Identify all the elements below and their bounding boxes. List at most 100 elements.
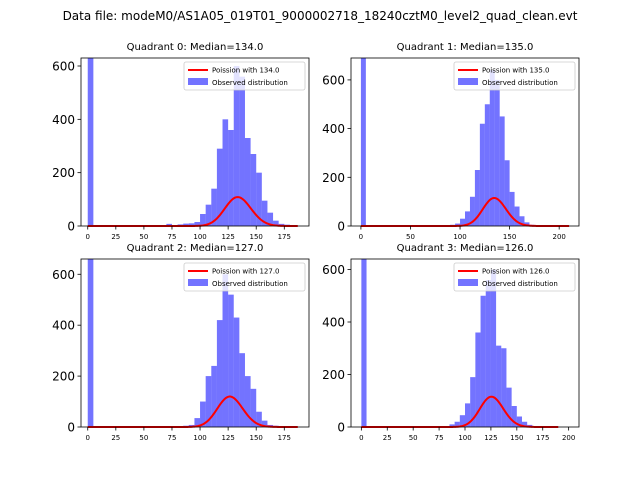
histogram-bar [496, 345, 502, 428]
histogram-bar [256, 172, 262, 226]
legend-poisson-label: Poission with 127.0 [212, 268, 280, 276]
histogram-bar [449, 424, 455, 428]
x-tick-label: 200 [552, 233, 565, 241]
histogram-bar [267, 212, 274, 226]
histogram-bar [166, 223, 172, 226]
histogram-bar [465, 403, 471, 428]
histogram-bar [475, 332, 481, 427]
histogram-bar [519, 216, 525, 226]
histogram-bar [516, 416, 522, 427]
subplot-quadrant-0: 0 25 50 75 100 125 150 175 0 200 400 600 Quadrant 0:… [52, 42, 310, 241]
histogram-bar [484, 104, 490, 226]
x-tick-label: 50 [139, 434, 148, 442]
histogram-bar [485, 280, 491, 427]
histogram-bar [256, 411, 262, 427]
y-tick-label: 600 [52, 268, 75, 282]
histogram-bar [273, 220, 279, 226]
histogram-bar [360, 58, 366, 226]
x-tick-label: 25 [383, 434, 392, 442]
subplot-title: Quadrant 0: Median=134.0 [127, 42, 264, 53]
histogram-bar [479, 123, 485, 226]
x-tick-label: 25 [111, 434, 120, 442]
x-tick-label: 0 [86, 233, 90, 241]
histogram-bar [222, 119, 229, 226]
y-tick-label: 200 [52, 166, 75, 180]
y-tick-label: 200 [52, 370, 75, 384]
histogram-bar [490, 269, 497, 427]
legend-hist-label: Observed distribution [482, 280, 558, 288]
histogram-bar [514, 206, 520, 226]
histogram-bar [228, 130, 234, 226]
x-tick-label: 175 [536, 434, 549, 442]
histogram-bar [205, 204, 212, 226]
legend-box [183, 262, 306, 292]
legend: Poission with 135.0 Observed distribution [453, 61, 576, 91]
axes-frame [350, 57, 580, 227]
legend-poisson-label: Poission with 126.0 [482, 268, 550, 276]
histogram-bar [460, 218, 465, 226]
histogram-bar [474, 170, 480, 226]
histogram-bar [228, 294, 234, 427]
x-tick-label: 125 [484, 434, 497, 442]
histogram-bar [524, 222, 530, 226]
y-tick-label: 0 [67, 421, 75, 435]
legend-hist-label: Observed distribution [212, 280, 288, 288]
x-tick-label: 150 [503, 233, 516, 241]
y-tick-label: 400 [322, 316, 345, 330]
subplot-title: Quadrant 2: Median=127.0 [127, 243, 264, 254]
histogram-bar [506, 387, 512, 428]
legend-box [453, 61, 576, 91]
x-tick-label: 75 [435, 434, 444, 442]
histogram-bar [211, 188, 217, 226]
x-tick-label: 150 [250, 434, 263, 442]
histogram-bar [216, 320, 223, 427]
histogram-bar [233, 317, 240, 427]
legend-poisson-label: Poission with 135.0 [482, 67, 550, 75]
histogram-bar [239, 76, 245, 226]
histogram-bar [489, 70, 495, 226]
legend-box [453, 262, 576, 292]
y-tick-label: 200 [322, 171, 345, 185]
histogram-bar [244, 138, 251, 226]
histogram-bar [205, 376, 212, 427]
histogram-bar [454, 421, 460, 427]
histogram-bar [455, 223, 461, 226]
subplot-title: Quadrant 1: Median=135.0 [397, 42, 534, 53]
legend: Poission with 127.0 Observed distribution [183, 262, 306, 292]
histogram-bar [211, 365, 217, 427]
histogram-bar [233, 66, 240, 226]
y-tick-label: 200 [322, 368, 345, 382]
histogram-bar [469, 196, 475, 226]
subplot-title: Quadrant 3: Median=126.0 [397, 243, 534, 254]
x-tick-label: 50 [406, 233, 415, 241]
x-tick-label: 175 [278, 233, 291, 241]
legend-bar-swatch [188, 78, 208, 85]
histogram-bar [87, 259, 94, 427]
y-tick-label: 0 [337, 421, 345, 435]
legend-poisson-label: Poission with 134.0 [212, 67, 280, 75]
histogram-bar [250, 388, 257, 427]
subplot-quadrant-2: 0 25 50 75 100 125 150 175 0 200 400 600 Quadrant 2:… [52, 243, 310, 442]
figure-suptitle: Data file: modeM0/AS1A05_019T01_90000027… [63, 9, 578, 23]
x-tick-label: 175 [278, 434, 291, 442]
legend-hist-label: Observed distribution [482, 79, 558, 87]
y-tick-label: 400 [52, 319, 75, 333]
y-tick-label: 0 [337, 220, 345, 234]
y-tick-label: 600 [52, 60, 75, 74]
histogram-bar [194, 418, 201, 427]
legend-hist-label: Observed distribution [212, 79, 288, 87]
histogram-bar [222, 274, 229, 427]
histogram-bar [459, 415, 465, 427]
legend-bar-swatch [458, 279, 478, 286]
histogram-bar [261, 420, 268, 427]
y-tick-label: 600 [322, 73, 345, 87]
histogram-bar [511, 406, 517, 427]
histogram-bar [200, 401, 206, 427]
histogram-bar [480, 295, 486, 427]
x-tick-label: 100 [453, 233, 466, 241]
histogram-bar [504, 160, 510, 226]
x-tick-label: 100 [193, 434, 206, 442]
y-tick-label: 600 [322, 263, 345, 277]
histogram-bar [188, 223, 195, 226]
